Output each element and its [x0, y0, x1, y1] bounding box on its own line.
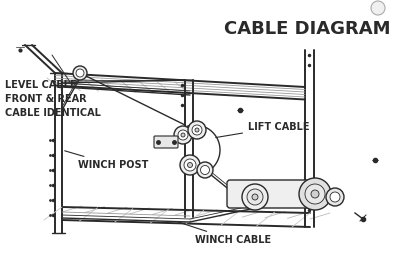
Circle shape [188, 121, 206, 139]
Circle shape [330, 192, 340, 202]
Circle shape [305, 184, 325, 204]
Circle shape [73, 66, 87, 80]
Circle shape [242, 184, 268, 210]
Circle shape [326, 188, 344, 206]
Circle shape [247, 189, 263, 205]
Text: WINCH POST: WINCH POST [65, 151, 148, 170]
Text: WINCH CABLE: WINCH CABLE [178, 222, 271, 245]
Circle shape [174, 126, 192, 144]
Circle shape [195, 128, 199, 132]
Text: LIFT CABLE: LIFT CABLE [216, 122, 310, 138]
FancyBboxPatch shape [154, 136, 178, 148]
Circle shape [76, 69, 84, 77]
Circle shape [188, 162, 192, 167]
Circle shape [181, 133, 185, 137]
Circle shape [311, 190, 319, 198]
Circle shape [192, 125, 202, 135]
Circle shape [178, 130, 188, 140]
Circle shape [252, 194, 258, 200]
Circle shape [200, 166, 210, 174]
Circle shape [371, 1, 385, 15]
Circle shape [184, 159, 196, 171]
Circle shape [299, 178, 331, 210]
Circle shape [180, 155, 200, 175]
Text: LEVEL CABLE
FRONT & REAR
CABLE IDENTICAL: LEVEL CABLE FRONT & REAR CABLE IDENTICAL [5, 80, 101, 118]
Circle shape [197, 162, 213, 178]
Text: CABLE DIAGRAM: CABLE DIAGRAM [224, 20, 390, 38]
FancyBboxPatch shape [227, 180, 318, 208]
Text: ra: ra [375, 6, 381, 11]
